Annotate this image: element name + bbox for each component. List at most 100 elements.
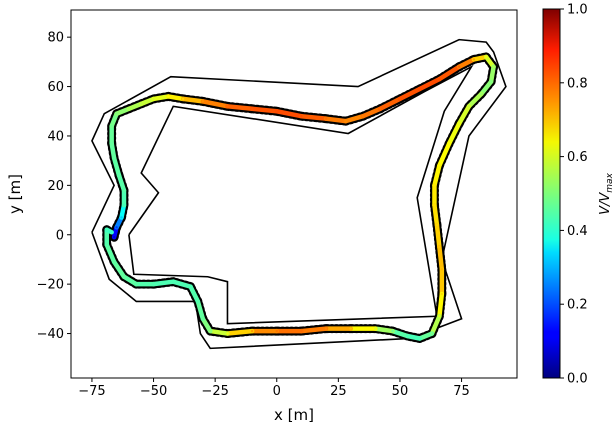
y-tick-label: −40 [37, 327, 64, 342]
racing-line-point [300, 329, 303, 333]
racing-line-point [152, 97, 155, 101]
y-axis-label: y [m] [6, 174, 24, 214]
plot-area [70, 9, 518, 379]
racing-line-segment [116, 173, 127, 193]
y-axis: −40 −20 0 20 40 60 80 [37, 31, 71, 342]
racing-line-segment [432, 202, 440, 228]
racing-line-point [275, 110, 278, 113]
racing-line-segment [446, 121, 462, 146]
racing-line-point [361, 115, 365, 118]
y-tick-label: 0 [56, 228, 64, 243]
racing-line-point [110, 124, 113, 128]
racing-line-segment [456, 104, 472, 126]
x-tick-label: 75 [453, 384, 470, 399]
racing-line-segment [195, 299, 206, 321]
racing-line-point [484, 55, 488, 59]
colorbar: 0.0 0.2 0.4 0.6 0.8 1.0 V/Vmax [542, 3, 615, 387]
racing-line-segment [432, 163, 442, 188]
racing-line-segment [151, 279, 176, 287]
racing-line-point [226, 105, 229, 108]
racing-line-point [201, 317, 205, 320]
racing-line-point [433, 203, 436, 207]
racing-line-segment [429, 314, 442, 336]
racing-line-point [457, 122, 461, 125]
racing-line-segment [166, 94, 186, 102]
racing-line-point [418, 337, 421, 340]
racing-line-segment [121, 274, 139, 287]
racing-line-point [344, 119, 347, 123]
racing-line-point [489, 80, 493, 83]
racing-line-segment [373, 326, 395, 334]
racing-line-segment [437, 141, 452, 168]
colorbar-tick-label: 0.8 [567, 76, 588, 91]
x-tick-label: 25 [330, 384, 347, 399]
racing-line-point [127, 107, 131, 110]
racing-line-segment [207, 328, 230, 336]
racing-line-segment [377, 96, 403, 112]
racing-line-point [398, 97, 402, 101]
racing-line-point [226, 332, 229, 335]
racing-line-point [181, 97, 185, 101]
racing-line-segment [274, 109, 304, 119]
racing-line-point [457, 65, 461, 69]
racing-line-point [167, 95, 170, 98]
colorbar-tick-label: 1.0 [567, 3, 588, 18]
racing-line-point [448, 142, 451, 145]
racing-line-segment [111, 259, 127, 279]
racing-line-segment [343, 113, 366, 124]
racing-line-point [391, 329, 394, 333]
racing-line-point [209, 329, 212, 333]
racing-line-point [115, 226, 118, 229]
racing-line-point [472, 58, 476, 61]
racing-line-point [172, 280, 175, 283]
racing-line-segment [390, 328, 410, 339]
racing-line-point [430, 332, 434, 335]
racing-line-segment [225, 104, 255, 112]
racing-line-point [112, 236, 116, 239]
racing-line-segment [188, 284, 201, 304]
racing-line-point [115, 112, 118, 115]
racing-line-point [196, 300, 200, 303]
y-tick-label: 20 [47, 179, 64, 194]
racing-line-point [120, 216, 123, 219]
colorbar-gradient [542, 8, 561, 379]
racing-line-segment [479, 79, 494, 97]
racing-line-point [440, 292, 444, 296]
racing-line-segment [299, 113, 329, 121]
x-tick-label: 0 [273, 384, 281, 399]
racing-line-segment [109, 141, 117, 161]
racing-line-point [435, 223, 439, 227]
racing-line-point [492, 65, 495, 69]
x-tick-label: −25 [201, 384, 228, 399]
racing-line-point [105, 243, 108, 246]
colorbar-tick-label: 0.0 [567, 372, 588, 387]
racing-line-point [374, 327, 377, 330]
y-tick-label: 80 [47, 31, 64, 46]
inner-track-boundary [128, 64, 474, 325]
racing-line-segment [225, 328, 255, 336]
y-tick-label: −20 [37, 278, 64, 293]
racing-line-segment [249, 106, 280, 114]
racing-line-point [122, 189, 126, 192]
racing-line-point [250, 329, 254, 333]
racing-line-segment [323, 116, 348, 124]
racing-line-segment [437, 244, 445, 272]
racing-line-point [406, 334, 409, 338]
racing-line-segment [151, 94, 171, 102]
racing-line-point [275, 329, 278, 333]
racing-line-segment [171, 279, 193, 289]
colorbar-tick-label: 0.2 [567, 298, 588, 313]
racing-line-point [110, 231, 113, 234]
racing-line-point [467, 105, 471, 108]
racing-line-segment [456, 57, 477, 70]
racing-line-point [349, 327, 352, 330]
racing-line-point [440, 268, 444, 271]
racing-line-point [300, 115, 303, 118]
racing-line-point [105, 228, 108, 232]
colorbar-tick-label: 0.6 [567, 150, 588, 165]
racing-line-segment [434, 222, 442, 250]
colorbar-tick-label: 0.4 [567, 224, 588, 239]
racing-line-point [122, 203, 126, 207]
racing-line-point [379, 107, 382, 110]
